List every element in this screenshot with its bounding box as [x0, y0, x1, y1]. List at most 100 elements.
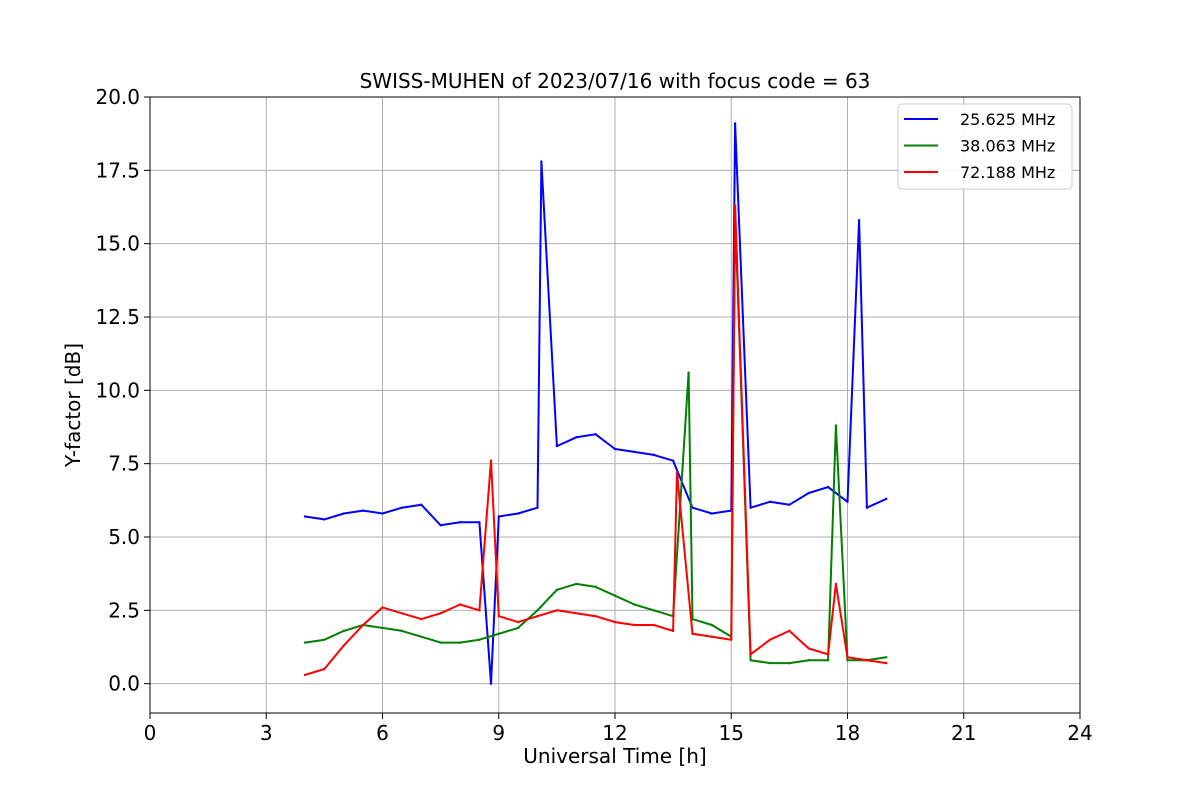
series-2-point-2: [342, 644, 345, 647]
series-0-point-22: [691, 506, 694, 509]
chart-title: SWISS-MUHEN of 2023/07/16 with focus cod…: [360, 69, 871, 93]
series-1-point-7: [439, 641, 442, 644]
series-0-point-26: [749, 506, 752, 509]
legend-label-2: 72.188 MHz: [960, 163, 1055, 182]
series-2-point-8: [458, 603, 462, 606]
y-tick-label-4: 10.0: [95, 378, 140, 402]
series-2-point-14: [555, 609, 559, 612]
x-tick-label-7: 21: [951, 721, 976, 745]
series-1-point-10: [497, 632, 500, 635]
series-2-point-31: [834, 582, 838, 586]
series-0-point-29: [807, 491, 810, 495]
series-0-point-3: [361, 509, 365, 512]
series-0-point-27: [768, 500, 772, 503]
series-0-point-21: [671, 459, 675, 462]
series-1-point-22: [710, 623, 714, 627]
series-0-point-2: [342, 512, 345, 515]
series-1-point-9: [478, 638, 481, 641]
legend-label-0: 25.625 MHz: [960, 110, 1055, 129]
y-tick-label-8: 20.0: [95, 85, 140, 109]
series-2-point-12: [516, 620, 520, 624]
series-2-point-27: [768, 638, 772, 641]
series-0-point-9: [478, 521, 481, 524]
series-2-point-24: [730, 638, 733, 641]
series-0-point-25: [733, 122, 737, 125]
series-0-point-13: [536, 506, 539, 509]
series-2-point-26: [749, 653, 752, 656]
series-2-point-6: [420, 617, 423, 621]
series-2-point-10: [489, 459, 493, 462]
series-1-point-20: [687, 371, 690, 374]
series-1-point-4: [381, 626, 384, 630]
series-1-point-8: [458, 641, 462, 644]
series-2-point-4: [381, 606, 384, 609]
series-2-point-33: [865, 659, 869, 662]
series-0-point-7: [439, 524, 442, 527]
series-2-point-15: [575, 612, 578, 615]
series-1-point-2: [342, 629, 345, 633]
y-tick-label-2: 5.0: [108, 525, 140, 549]
y-tick-label-0: 0.0: [108, 672, 140, 696]
series-0-point-12: [516, 512, 520, 515]
series-0-point-18: [613, 447, 617, 451]
series-2-point-19: [652, 623, 655, 627]
series-0-point-6: [420, 503, 423, 506]
series-1-point-31: [846, 659, 849, 662]
series-2-point-25: [733, 204, 737, 207]
series-0-point-1: [323, 518, 326, 521]
series-0-point-23: [710, 512, 714, 515]
legend: 25.625 MHz 38.063 MHz 72.188 MHz: [897, 103, 1073, 190]
y-tick-label-6: 15.0: [95, 232, 140, 256]
series-0-point-10: [489, 682, 493, 685]
series-2-point-21: [675, 471, 679, 474]
x-tick-label-6: 18: [835, 721, 860, 745]
x-axis-label: Universal Time [h]: [523, 744, 706, 768]
series-2-point-18: [633, 623, 636, 627]
series-2-point-20: [671, 629, 675, 633]
x-tick-label-0: 0: [144, 721, 157, 745]
series-1-point-27: [788, 661, 791, 665]
y-tick-label-7: 17.5: [95, 158, 140, 182]
series-2-point-3: [361, 623, 365, 627]
x-tick-label-5: 15: [719, 721, 744, 745]
series-0-point-16: [575, 436, 578, 439]
series-0-point-34: [885, 497, 888, 501]
x-tick-label-1: 3: [260, 721, 273, 745]
x-tick-label-8: 24: [1067, 721, 1092, 745]
series-0-point-5: [400, 506, 404, 509]
series-0-point-14: [540, 160, 543, 163]
series-1-point-13: [555, 588, 559, 591]
x-tick-label-2: 6: [376, 721, 389, 745]
series-0-point-8: [458, 521, 462, 524]
series-1-point-26: [768, 661, 772, 665]
series-1-point-16: [613, 594, 617, 597]
series-1-point-14: [575, 582, 578, 586]
x-tick-label-3: 9: [492, 721, 505, 745]
series-2-point-34: [885, 661, 888, 665]
series-2-point-0: [303, 673, 307, 677]
series-2-point-16: [594, 615, 597, 618]
series-2-point-5: [400, 612, 404, 615]
series-1-point-17: [633, 603, 636, 606]
series-1-point-5: [400, 629, 404, 633]
y-tick-label-5: 12.5: [95, 305, 140, 329]
series-0-point-32: [857, 219, 861, 222]
series-1-point-25: [749, 659, 752, 662]
series-1-point-15: [594, 585, 597, 589]
y-tick-label-1: 2.5: [108, 598, 140, 622]
series-0-point-30: [826, 485, 830, 489]
series-1-point-29: [826, 659, 830, 662]
series-2-point-23: [710, 635, 714, 638]
series-1-point-30: [834, 424, 838, 427]
series-0-point-11: [497, 515, 500, 518]
series-0-point-15: [555, 444, 559, 448]
ticks: 0 3 6 9 12 15 18 21 24 0.0 2.5 5.0 7.5 10.0 12.5 15.0 17…: [95, 85, 1092, 745]
series-0-point-0: [303, 515, 307, 518]
series-0-point-20: [652, 453, 655, 457]
series-1-point-33: [885, 656, 888, 659]
series-2-point-29: [807, 647, 810, 650]
series-2-point-28: [788, 629, 791, 633]
series-0-point-31: [846, 500, 849, 503]
series-line-1: [304, 213, 887, 665]
